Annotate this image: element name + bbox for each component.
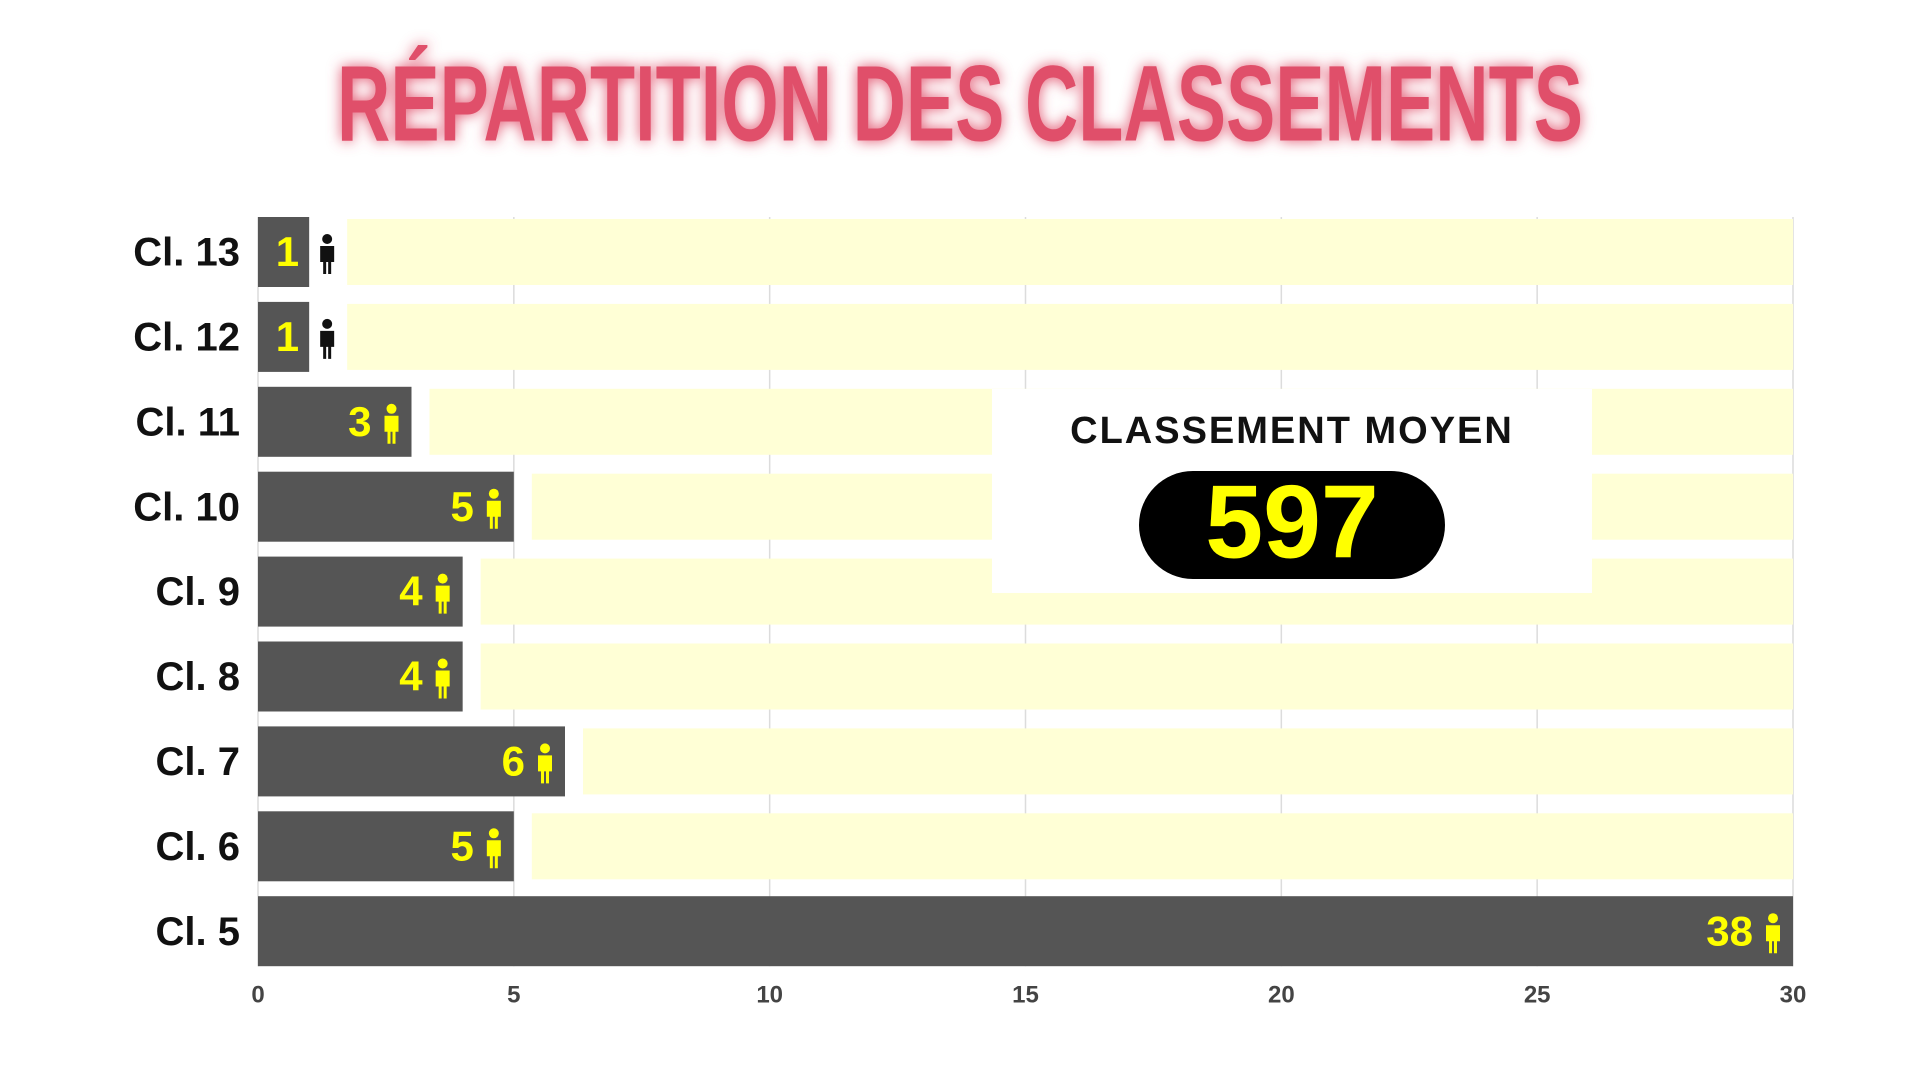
person-body [320, 246, 335, 274]
bar [258, 471, 514, 542]
person-body [538, 755, 552, 784]
value-label: 38 [1706, 907, 1753, 954]
x-tick-label: 10 [756, 982, 783, 1009]
y-tick-label: Cl. 13 [133, 231, 240, 275]
y-tick-label: Cl. 11 [135, 400, 240, 444]
person-head [386, 403, 397, 414]
annotation-pill [1139, 471, 1445, 579]
x-tick-label: 5 [507, 982, 520, 1009]
bar-track [583, 728, 1793, 795]
annotation-label: CLASSEMENT MOYEN [1070, 410, 1514, 452]
x-tick-label: 25 [1524, 982, 1551, 1009]
bar [258, 301, 310, 372]
bar-track [531, 813, 1794, 880]
value-label: 4 [399, 653, 423, 700]
annotation-box: CLASSEMENT MOYEN 597 [992, 389, 1592, 593]
y-tick-label: Cl. 5 [156, 910, 240, 954]
person-body [320, 330, 335, 359]
bar-track [347, 303, 1794, 370]
person-icon [486, 488, 501, 529]
person-head [322, 318, 333, 329]
value-label: 1 [276, 313, 299, 360]
person-icon [1766, 913, 1780, 954]
value-label: 1 [276, 228, 299, 275]
person-body [1766, 925, 1780, 954]
value-label: 4 [399, 568, 423, 615]
person-head [1768, 913, 1778, 924]
y-tick-label: Cl. 10 [133, 485, 240, 529]
person-icon [538, 743, 552, 784]
bar [258, 726, 565, 797]
person-icon [320, 234, 335, 274]
bar-track [347, 219, 1794, 285]
person-head [322, 234, 333, 244]
person-body [435, 670, 450, 699]
person-head [540, 743, 550, 754]
value-label: 5 [450, 483, 473, 530]
value-label: 5 [450, 822, 473, 869]
bar [258, 896, 1793, 967]
y-tick-label: Cl. 7 [156, 740, 240, 784]
y-tick-label: Cl. 9 [156, 570, 240, 614]
bar [258, 641, 463, 712]
y-tick-label: Cl. 8 [156, 655, 240, 699]
x-tick-label: 30 [1780, 982, 1807, 1009]
person-icon [384, 403, 399, 444]
bar [258, 217, 310, 287]
bar-track [480, 643, 1794, 710]
x-tick-label: 20 [1268, 982, 1295, 1009]
person-icon [320, 318, 335, 359]
person-icon [435, 658, 450, 699]
value-label: 3 [348, 398, 371, 445]
person-body [486, 840, 501, 869]
y-tick-label: Cl. 12 [133, 315, 240, 359]
annotation-value: 597 [1205, 464, 1379, 580]
person-head [437, 573, 448, 584]
person-body [486, 500, 501, 529]
x-tick-label: 15 [1012, 982, 1039, 1009]
value-label: 6 [502, 737, 525, 784]
person-head [488, 828, 499, 839]
bar [258, 811, 514, 882]
person-head [488, 488, 499, 499]
x-tick-label: 0 [251, 982, 264, 1009]
person-head [437, 658, 448, 669]
chart-title: RÉPARTITION DES CLASSEMENTS [337, 43, 1583, 164]
person-body [435, 585, 450, 614]
person-icon [486, 828, 501, 869]
bar [258, 556, 463, 627]
person-icon [435, 573, 450, 614]
y-tick-label: Cl. 6 [156, 825, 240, 869]
person-body [384, 415, 399, 444]
